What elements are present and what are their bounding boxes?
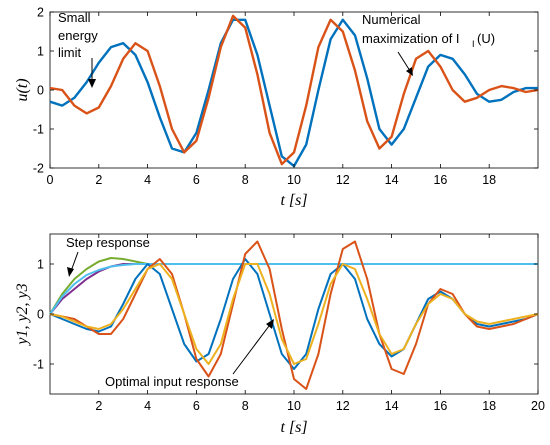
ytick-label: 0	[37, 308, 44, 322]
ytick-label: 0	[37, 84, 44, 98]
svg-text:I: I	[472, 39, 475, 49]
xtick-label: 0	[47, 173, 54, 187]
xtick-label: 10	[287, 399, 301, 413]
series-line-0-0	[49, 18, 538, 168]
arrowhead-optimal-input	[266, 319, 274, 329]
top-plot-frame	[49, 11, 539, 169]
arrowhead-step-response	[67, 267, 74, 277]
svg-text:Optimal input response: Optimal input response	[105, 374, 239, 389]
svg-text:Small: Small	[58, 10, 91, 25]
svg-text:energy: energy	[58, 28, 98, 43]
xtick-label: 16	[433, 399, 447, 413]
ytick-label: 1	[37, 45, 44, 59]
xtick-label: 12	[336, 173, 350, 187]
xtick-label: 2	[95, 173, 102, 187]
svg-text:limit: limit	[58, 45, 81, 60]
arrowhead-numerical-max	[406, 67, 413, 76]
xtick-label: 8	[242, 173, 249, 187]
ytick-label: -2	[33, 162, 44, 176]
svg-text:maximization of I: maximization of I	[362, 31, 460, 46]
series-line-1-4	[49, 240, 539, 390]
xtick-label: 14	[385, 399, 399, 413]
series-line-1-0	[49, 263, 148, 315]
svg-text:Numerical: Numerical	[362, 12, 421, 27]
ytick-label: 2	[37, 6, 44, 20]
xtick-label: 16	[433, 173, 447, 187]
xtick-label: 4	[144, 173, 151, 187]
xtick-label: 12	[336, 399, 350, 413]
xtick-label: 14	[385, 173, 399, 187]
arrowhead-small-energy	[88, 79, 96, 88]
xtick-label: 10	[287, 173, 301, 187]
top-xlabel: t [s]	[280, 192, 307, 209]
xtick-label: 6	[193, 399, 200, 413]
ytick-label: 1	[37, 258, 44, 272]
ytick-label: -1	[33, 358, 44, 372]
xtick-label: 4	[144, 399, 151, 413]
ytick-label: -1	[33, 123, 44, 137]
bottom-xlabel: t [s]	[280, 419, 307, 436]
annotation-step-response: Step response	[66, 235, 150, 277]
xtick-label: 8	[242, 399, 249, 413]
xtick-label: 18	[482, 399, 496, 413]
xtick-label: 18	[482, 173, 496, 187]
annotation-numerical-max: Numerical maximization of I I (U)	[362, 12, 495, 76]
annotation-optimal-input: Optimal input response	[105, 319, 274, 389]
annotation-small-energy: Small energy limit	[58, 10, 98, 88]
series-line-1-1	[49, 257, 148, 315]
svg-text:Step response: Step response	[66, 235, 150, 250]
series-line-1-5	[49, 263, 539, 365]
series-line-1-2	[49, 263, 538, 315]
svg-text:(U): (U)	[477, 31, 495, 46]
bottom-ylabel: y1, y2, y3	[14, 283, 31, 346]
arrow-optimal-input	[232, 321, 273, 375]
xtick-label: 2	[95, 399, 102, 413]
series-line-0-1	[49, 14, 539, 166]
xtick-label: 20	[531, 399, 545, 413]
top-ylabel: u(t)	[14, 78, 31, 101]
xtick-label: 6	[193, 173, 200, 187]
